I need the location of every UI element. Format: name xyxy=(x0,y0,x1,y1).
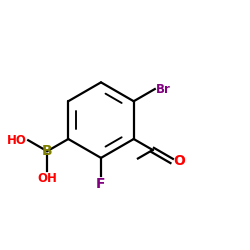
Text: OH: OH xyxy=(37,172,57,185)
Text: F: F xyxy=(96,178,106,192)
Text: B: B xyxy=(42,144,52,158)
Text: HO: HO xyxy=(7,134,27,147)
Text: Br: Br xyxy=(156,82,171,96)
Text: O: O xyxy=(173,154,185,168)
